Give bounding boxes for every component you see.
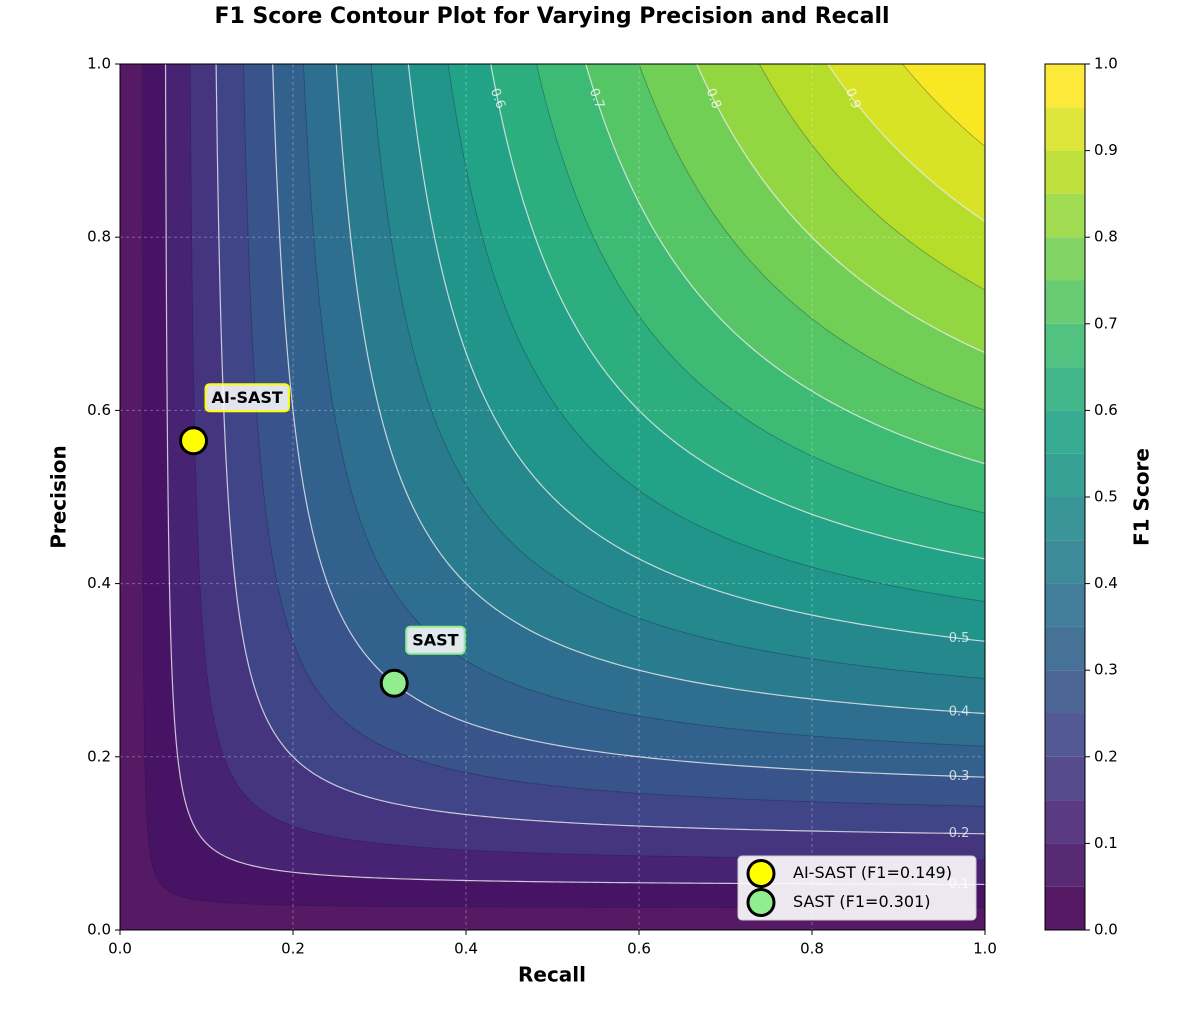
colorbar-band	[1045, 453, 1085, 497]
y-axis-label: Precision	[47, 445, 71, 549]
x-axis-label: Recall	[518, 963, 586, 987]
contour-line	[696, 64, 985, 354]
contour-line	[335, 64, 985, 715]
y-tick-label: 0.6	[87, 401, 111, 419]
annotation: SAST	[412, 631, 458, 650]
colorbar-tick-label: 0.3	[1094, 661, 1118, 679]
colorbar-band	[1045, 713, 1085, 757]
colorbar-tick-label: 0.6	[1094, 401, 1118, 419]
colorbar-band	[1045, 64, 1085, 108]
contour-label: 0.5	[949, 631, 970, 646]
contour-label: 0.8	[703, 86, 724, 111]
colorbar-band	[1045, 107, 1085, 151]
data-point	[379, 668, 409, 698]
annotation: AI-SAST	[212, 388, 283, 407]
colorbar-band	[1045, 670, 1085, 714]
x-tick-label: 0.8	[800, 940, 824, 958]
y-tick-label: 0.4	[87, 574, 111, 592]
colorbar-tick-label: 0.7	[1094, 314, 1118, 332]
contour-line	[585, 64, 985, 465]
y-tick-label: 0.8	[87, 228, 111, 246]
colorbar-band	[1045, 323, 1085, 368]
colorbar-tick-label: 0.4	[1094, 574, 1118, 592]
contour-label: 0.6	[487, 86, 508, 111]
colorbar-label: F1 Score	[1130, 448, 1154, 546]
colorbar-band	[1045, 756, 1085, 801]
plot-frame	[119, 63, 986, 931]
colorbar-band	[1045, 410, 1085, 454]
y-tick-label: 0.0	[87, 921, 111, 939]
contour-label: 0.9	[842, 86, 863, 111]
annotation-box	[204, 383, 290, 413]
contour-line	[272, 64, 985, 778]
annotation-box	[405, 625, 466, 655]
colorbar-tick-label: 0.0	[1094, 921, 1118, 939]
legend-marker	[746, 859, 776, 888]
colorbar-tick-label: 0.2	[1094, 747, 1118, 765]
legend-marker	[746, 888, 776, 917]
contour-line	[407, 64, 985, 642]
legend-box	[737, 855, 977, 921]
x-tick-label: 0.2	[281, 940, 305, 958]
contour-line	[164, 64, 985, 886]
colorbar-band	[1045, 540, 1085, 584]
colorbar-band	[1045, 367, 1085, 411]
colorbar-band	[1045, 150, 1085, 194]
plot-area: 0.10.20.30.40.50.60.70.80.9	[120, 64, 985, 930]
contour-fill	[902, 64, 985, 147]
data-point	[179, 426, 209, 456]
y-tick-label: 0.2	[87, 747, 111, 765]
colorbar-band	[1045, 583, 1085, 627]
x-tick-label: 0.6	[627, 940, 651, 958]
colorbar-band	[1045, 193, 1085, 238]
y-tick-label: 1.0	[87, 55, 111, 73]
legend-label: SAST (F1=0.301)	[793, 892, 931, 911]
chart-title: F1 Score Contour Plot for Varying Precis…	[214, 4, 889, 29]
x-tick-label: 1.0	[973, 940, 997, 958]
colorbar-band	[1045, 280, 1085, 324]
contour-label: 0.2	[949, 826, 970, 841]
contour-line	[215, 64, 985, 835]
colorbar-band	[1045, 626, 1085, 671]
x-tick-label: 0.0	[108, 940, 132, 958]
colorbar-band	[1045, 843, 1085, 887]
contour-label: 0.3	[949, 769, 970, 784]
contour-line	[827, 64, 985, 222]
colorbar-band	[1045, 237, 1085, 281]
colorbar-tick-label: 0.1	[1094, 834, 1118, 852]
colorbar-band	[1045, 800, 1085, 844]
x-tick-label: 0.4	[454, 940, 478, 958]
colorbar-band	[1045, 886, 1085, 930]
colorbar-band	[1045, 497, 1085, 541]
contour-label: 0.7	[586, 86, 607, 111]
contour-line	[490, 64, 985, 560]
colorbar-tick-label: 0.5	[1094, 488, 1118, 506]
contour-label: 0.4	[949, 704, 970, 719]
colorbar-tick-label: 0.8	[1094, 228, 1118, 246]
colorbar-tick-label: 1.0	[1094, 55, 1118, 73]
colorbar-tick-label: 0.9	[1094, 141, 1118, 159]
legend-label: AI-SAST (F1=0.149)	[793, 863, 952, 882]
